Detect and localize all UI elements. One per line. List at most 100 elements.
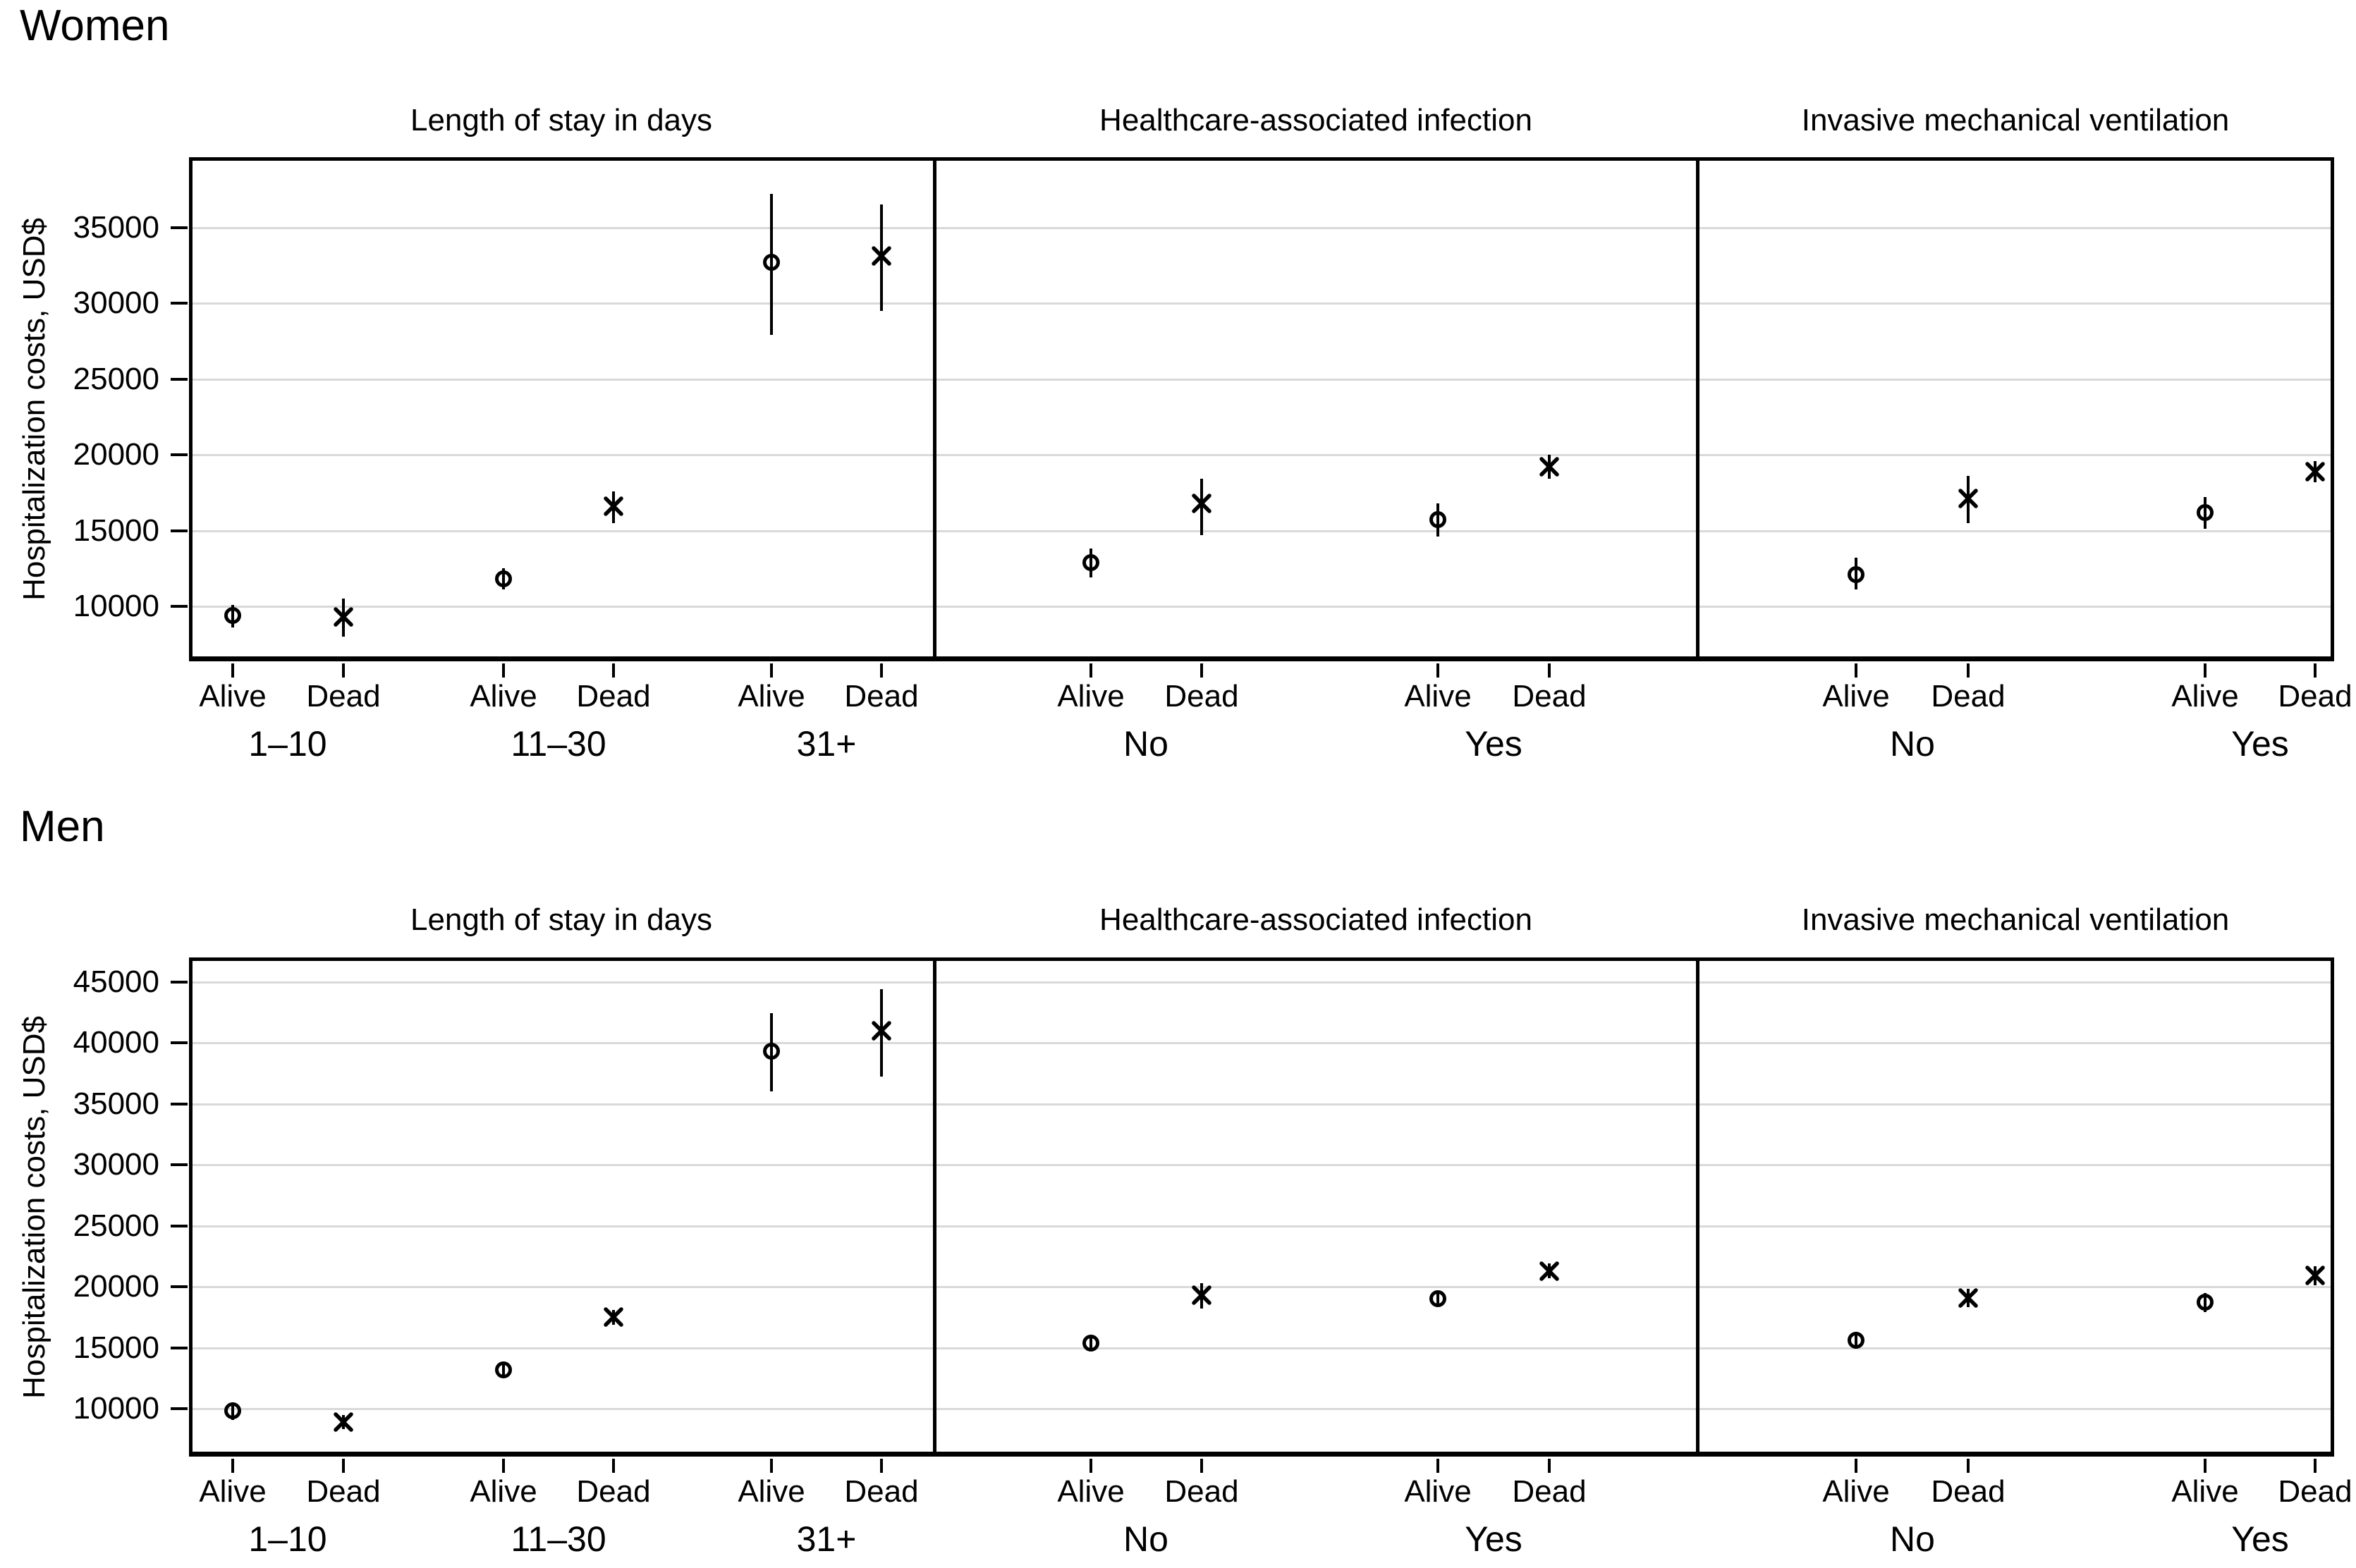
alive-point-marker	[495, 1361, 512, 1378]
gridline	[193, 981, 2331, 984]
x-axis-tick	[770, 1459, 773, 1473]
gridline	[193, 1103, 2331, 1105]
dead-point-marker	[1958, 1287, 1979, 1312]
y-axis-tick	[171, 377, 188, 381]
panel-divider	[1696, 161, 1699, 656]
dead-point-marker	[333, 1411, 354, 1436]
gridline	[193, 606, 2331, 608]
group-label: No	[1890, 1519, 1935, 1559]
x-axis-tick	[1200, 663, 1203, 678]
y-axis-tick	[171, 1407, 188, 1410]
group-label: No	[1123, 724, 1168, 764]
alive-point-marker	[1429, 1290, 1446, 1308]
panel-title: Invasive mechanical ventilation	[1801, 902, 2230, 937]
outcome-label: Alive	[199, 1474, 267, 1509]
gridline	[193, 1286, 2331, 1288]
dead-point-marker	[1191, 1285, 1212, 1309]
y-axis-tick	[171, 226, 188, 229]
group-label: No	[1890, 724, 1935, 764]
panel-divider	[933, 961, 936, 1452]
alive-point-marker	[224, 606, 241, 624]
y-tick-label: 30000	[73, 1147, 159, 1182]
y-tick-label: 30000	[73, 286, 159, 320]
y-tick-label: 35000	[73, 1086, 159, 1121]
alive-point-marker	[1429, 511, 1446, 529]
y-tick-label: 20000	[73, 437, 159, 472]
outcome-label: Dead	[844, 679, 919, 713]
group-label: 1–10	[248, 1519, 327, 1559]
alive-point-marker	[1848, 565, 1864, 583]
gridline	[193, 1042, 2331, 1044]
x-axis-tick	[1090, 663, 1092, 678]
dead-point-marker	[1539, 456, 1560, 481]
x-axis-tick	[1855, 1459, 1857, 1473]
plot-area-women	[189, 157, 2334, 661]
group-label: No	[1123, 1519, 1168, 1559]
gridline	[193, 1225, 2331, 1227]
x-axis-tick	[880, 1459, 883, 1473]
panel-title: Length of stay in days	[410, 902, 713, 937]
panel-title: Length of stay in days	[410, 103, 713, 137]
alive-point-marker	[1082, 1334, 1099, 1352]
y-tick-label: 10000	[73, 589, 159, 623]
group-label: 11–30	[511, 724, 606, 764]
outcome-label: Alive	[738, 1474, 805, 1509]
x-axis-tick	[2204, 663, 2207, 678]
alive-point-marker	[495, 570, 512, 588]
group-label: Yes	[1465, 1519, 1522, 1559]
outcome-label: Dead	[576, 1474, 651, 1509]
panel-divider	[933, 161, 936, 656]
x-axis-tick	[1436, 663, 1439, 678]
dead-point-marker	[1539, 1261, 1560, 1285]
outcome-label: Dead	[1512, 679, 1587, 713]
x-axis-tick	[1548, 1459, 1551, 1473]
y-tick-label: 25000	[73, 1208, 159, 1243]
outcome-label: Dead	[1164, 1474, 1239, 1509]
y-tick-label: 15000	[73, 513, 159, 548]
y-axis-tick	[171, 529, 188, 532]
gridline	[193, 454, 2331, 456]
group-label: Yes	[2231, 724, 2289, 764]
panel-divider	[1696, 961, 1699, 1452]
y-axis-tick	[171, 605, 188, 608]
plot-area-men	[189, 957, 2334, 1457]
outcome-label: Alive	[1822, 1474, 1890, 1509]
confidence-interval-line	[1200, 479, 1203, 535]
alive-point-marker	[2197, 503, 2214, 521]
x-axis-tick	[1200, 1459, 1203, 1473]
x-axis-tick	[2314, 663, 2317, 678]
alive-point-marker	[1082, 553, 1099, 571]
x-axis-tick	[1548, 663, 1551, 678]
outcome-label: Dead	[1931, 1474, 2006, 1509]
x-axis-tick	[502, 663, 505, 678]
x-axis-tick	[2204, 1459, 2207, 1473]
y-axis-tick	[171, 1224, 188, 1227]
outcome-label: Dead	[1164, 679, 1239, 713]
panel-title: Healthcare-associated infection	[1099, 103, 1532, 137]
outcome-label: Dead	[844, 1474, 919, 1509]
y-tick-label: 40000	[73, 1025, 159, 1060]
x-axis-tick	[612, 1459, 615, 1473]
outcome-label: Dead	[1512, 1474, 1587, 1509]
group-label: 1–10	[248, 724, 327, 764]
x-axis-tick	[612, 663, 615, 678]
dead-point-marker	[1191, 493, 1212, 517]
gridline	[193, 529, 2331, 532]
y-axis-tick	[171, 453, 188, 456]
outcome-label: Alive	[1404, 679, 1472, 713]
y-axis-tick	[171, 1102, 188, 1105]
group-label: Yes	[2231, 1519, 2289, 1559]
dead-point-marker	[603, 1306, 624, 1331]
panel-title: Invasive mechanical ventilation	[1801, 103, 2230, 137]
gridline	[193, 1408, 2331, 1410]
group-label: 11–30	[511, 1519, 606, 1559]
dead-point-marker	[2305, 461, 2326, 486]
y-axis-tick	[171, 980, 188, 984]
group-label: 31+	[796, 1519, 857, 1559]
x-axis-tick	[1090, 1459, 1092, 1473]
dead-point-marker	[603, 496, 624, 520]
x-axis-tick	[342, 1459, 345, 1473]
outcome-label: Alive	[199, 679, 267, 713]
gridline	[193, 1164, 2331, 1166]
y-tick-label: 35000	[73, 209, 159, 245]
